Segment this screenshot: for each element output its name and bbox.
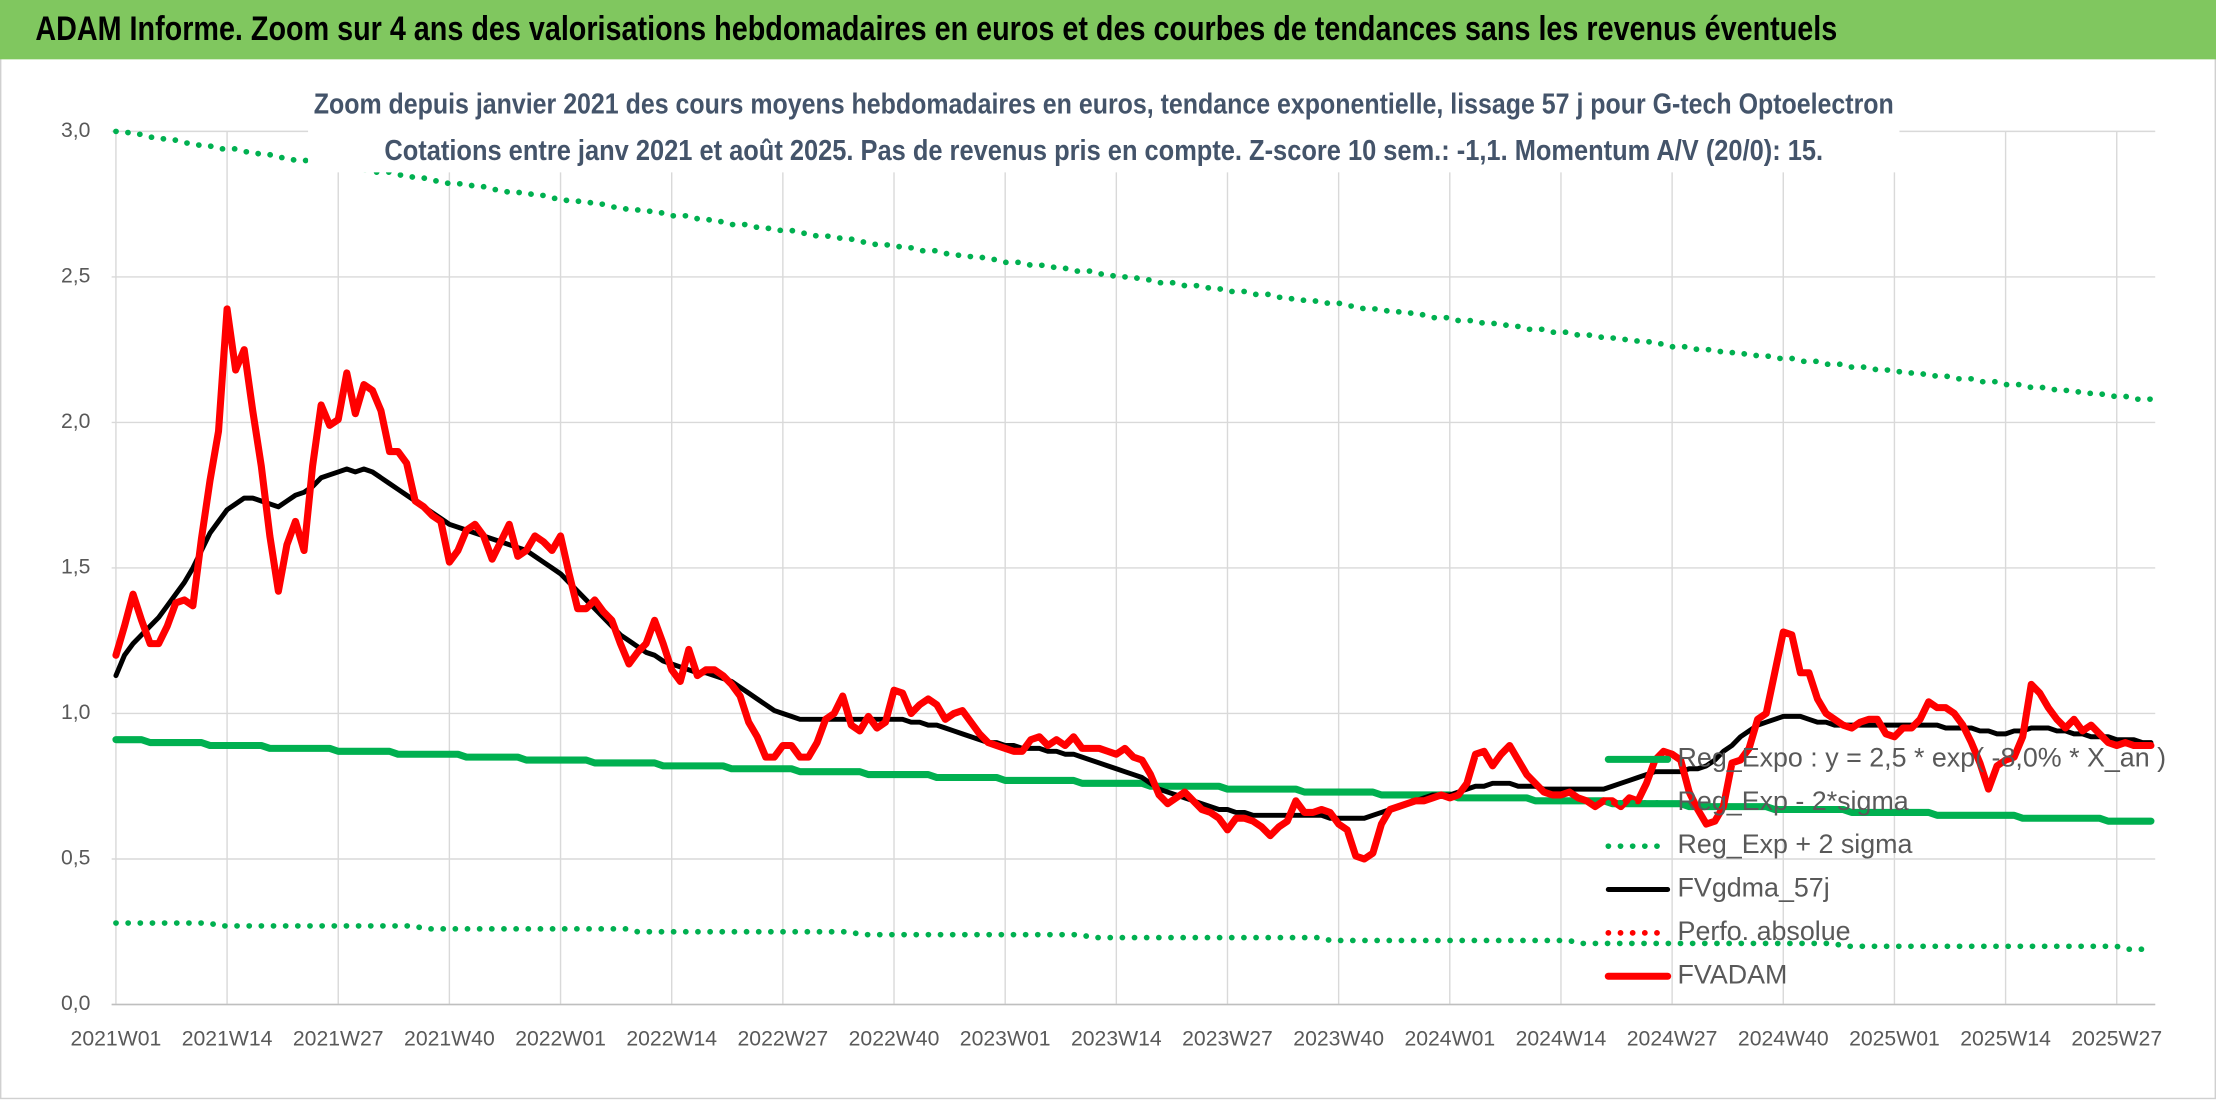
- y-tick-label: 1,5: [61, 556, 90, 579]
- x-tick-label: 2023W27: [1182, 1027, 1273, 1050]
- x-tick-label: 2022W27: [738, 1027, 829, 1050]
- series-line: [113, 466, 2154, 821]
- y-tick-label: 2,5: [61, 265, 90, 288]
- x-tick-label: 2023W14: [1071, 1027, 1162, 1050]
- x-tick-label: 2025W01: [1849, 1027, 1940, 1050]
- y-tick-label: 3,0: [61, 119, 90, 142]
- legend: Reg_Expo : y = 2,5 * exp( -8,0% * X_an )…: [1604, 742, 2166, 989]
- title-bar: [0, 0, 2216, 60]
- x-tick-label: 2022W14: [626, 1027, 717, 1050]
- x-tick-label: 2021W01: [71, 1027, 162, 1050]
- x-tick-label: 2024W27: [1627, 1027, 1718, 1050]
- x-tick-label: 2024W01: [1404, 1027, 1495, 1050]
- series-line: [112, 305, 2155, 863]
- legend-label: FVADAM: [1678, 959, 1788, 989]
- series-line: [113, 920, 2154, 953]
- legend-label: Reg_Expo : y = 2,5 * exp( -8,0% * X_an ): [1678, 742, 2166, 772]
- y-tick-label: 1,0: [61, 701, 90, 724]
- legend-label: Perfo. absolue: [1678, 916, 1851, 946]
- x-tick-label: 2024W40: [1738, 1027, 1829, 1050]
- chart-title: ADAM Informe. Zoom sur 4 ans des valoris…: [35, 10, 1837, 48]
- x-tick-label: 2023W01: [960, 1027, 1051, 1050]
- subtitle: Zoom depuis janvier 2021 des cours moyen…: [314, 87, 1894, 119]
- x-tick-label: 2022W01: [515, 1027, 606, 1050]
- subtitle: Cotations entre janv 2021 et août 2025. …: [384, 134, 1823, 166]
- x-tick-label: 2025W27: [2071, 1027, 2162, 1050]
- legend-label: FVgdma_57j: [1678, 873, 1830, 903]
- x-tick-label: 2021W14: [182, 1027, 273, 1050]
- x-tick-label: 2023W40: [1293, 1027, 1384, 1050]
- legend-label: Reg_Exp - 2*sigma: [1678, 786, 1909, 816]
- series-line: [112, 736, 2155, 825]
- legend-label: Reg_Exp + 2 sigma: [1678, 829, 1913, 859]
- x-tick-label: 2024W14: [1516, 1027, 1607, 1050]
- subtitle-box: [308, 81, 1900, 173]
- y-tick-label: 0,0: [61, 992, 90, 1015]
- plot-area: 0,0 0,5 1,0 1,5 2,0 2,5 3,0 2021W01 2021W14 2021W…: [61, 119, 2162, 1050]
- y-tick-label: 2,0: [61, 410, 90, 433]
- x-tick-label: 2025W14: [1960, 1027, 2051, 1050]
- x-tick-label: 2021W40: [404, 1027, 495, 1050]
- x-tick-label: 2022W40: [849, 1027, 940, 1050]
- x-tick-label: 2021W27: [293, 1027, 384, 1050]
- y-tick-label: 0,5: [61, 847, 90, 870]
